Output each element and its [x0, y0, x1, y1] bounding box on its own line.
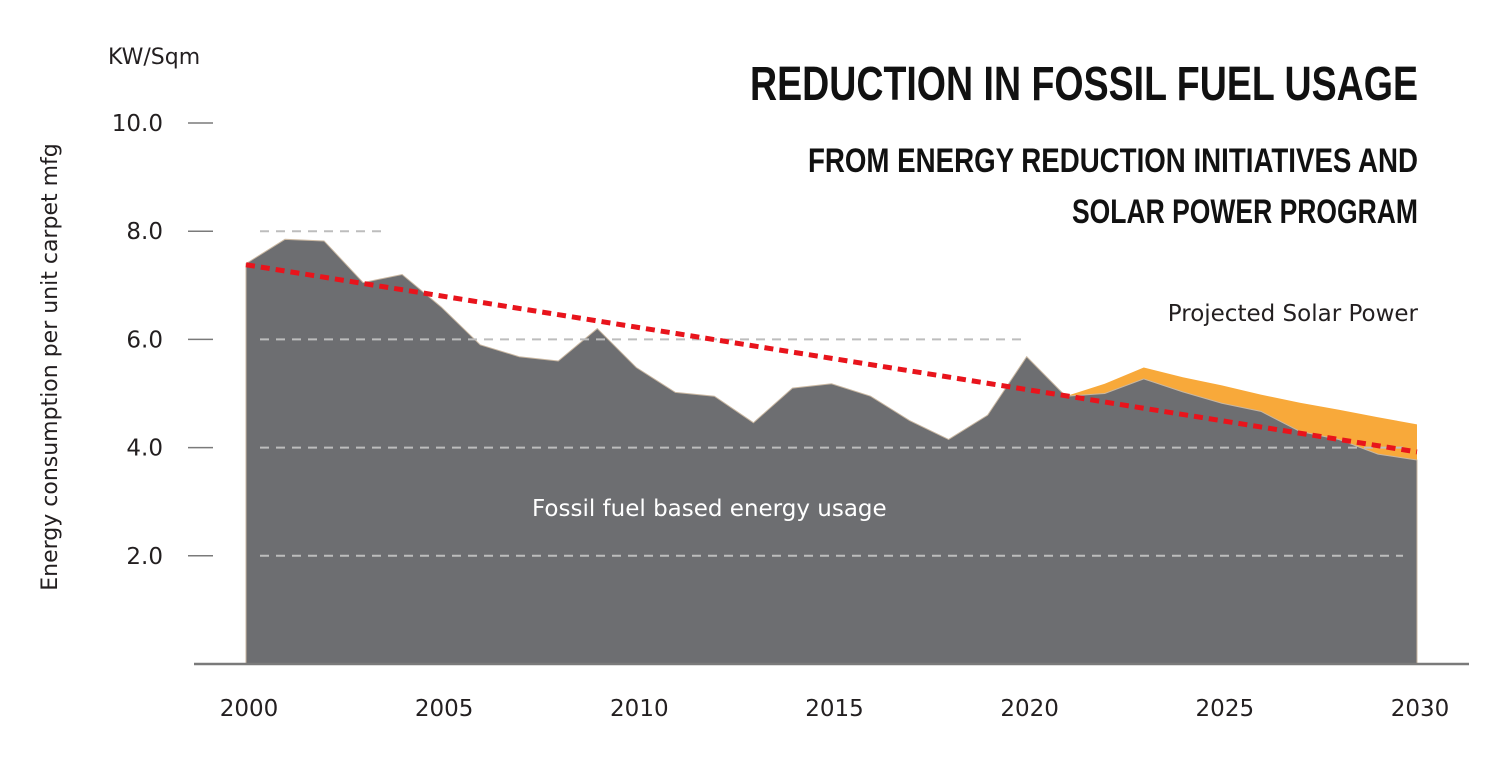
series-areas	[245, 238, 1418, 665]
trend-line	[245, 262, 1418, 455]
x-tick-label: 2030	[1391, 696, 1450, 722]
y-tick-label: 2.0	[126, 544, 163, 570]
axes: 2.0 4.0 6.0 8.0 10.0 2000 2005 2010 2015 2020 2025…	[112, 111, 1469, 722]
y-tick-label: 4.0	[126, 436, 163, 462]
y-tick-label: 10.0	[112, 111, 163, 137]
gridlines	[260, 230, 1403, 557]
x-tick-label: 2005	[415, 696, 474, 722]
chart-subtitle-line-2: SOLAR POWER PROGRAM	[1072, 193, 1418, 231]
solar-series-label: Projected Solar Power	[1168, 301, 1419, 327]
x-tick-label: 2015	[805, 696, 864, 722]
fossil-series-label: Fossil fuel based energy usage	[532, 496, 887, 522]
chart-subtitle-line-1: FROM ENERGY REDUCTION INITIATIVES AND	[808, 142, 1418, 180]
x-tick-label: 2000	[220, 696, 279, 722]
y-axis-label: Energy consumption per unit carpet mfg	[38, 143, 63, 591]
y-tick-label: 6.0	[126, 327, 163, 353]
unit-label: KW/Sqm	[108, 45, 200, 70]
y-tick-label: 8.0	[126, 219, 163, 245]
x-tick-label: 2020	[1000, 696, 1059, 722]
x-tick-label: 2010	[610, 696, 669, 722]
x-tick-label: 2025	[1196, 696, 1255, 722]
trend-line-group	[245, 262, 1418, 455]
chart-title: REDUCTION IN FOSSIL FUEL USAGE	[750, 58, 1418, 111]
